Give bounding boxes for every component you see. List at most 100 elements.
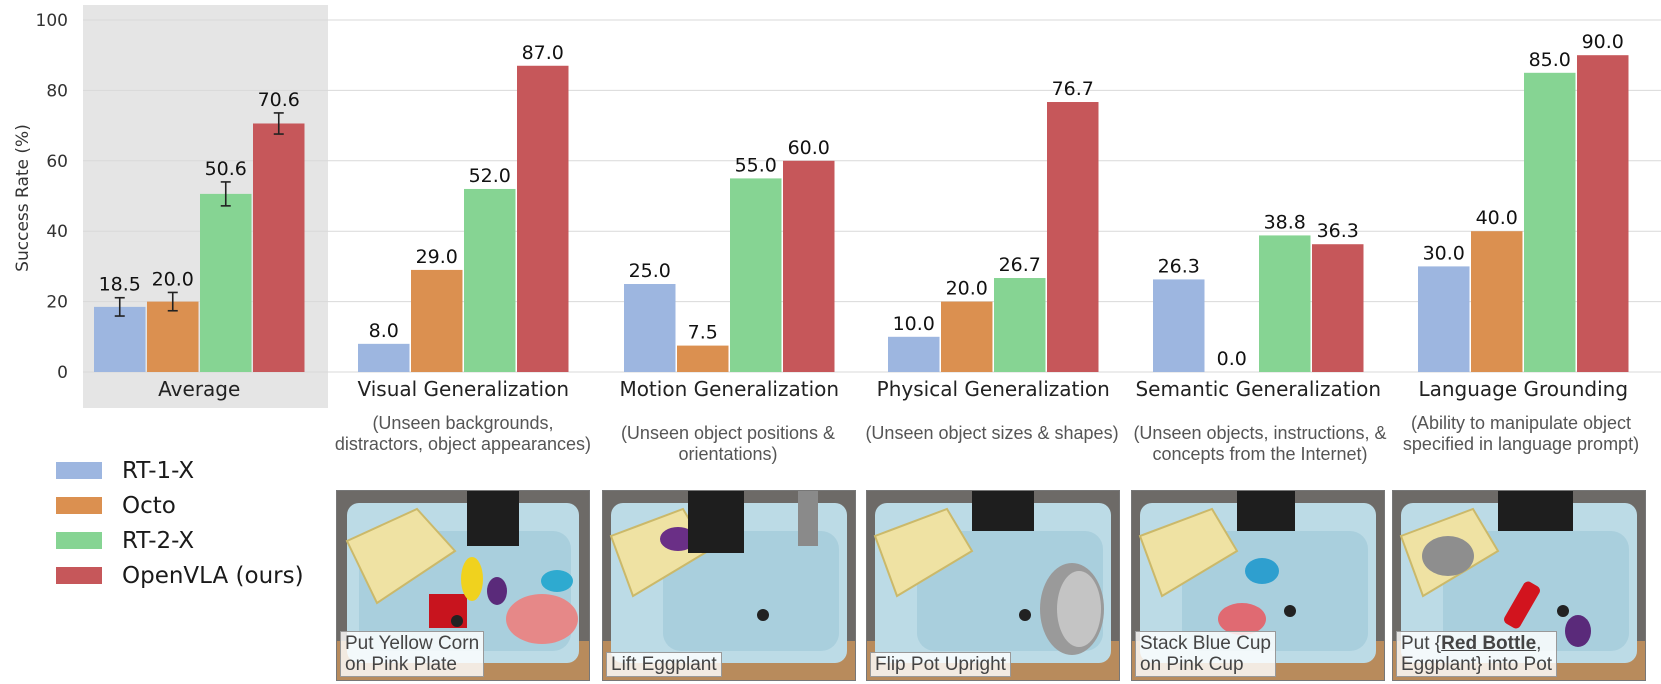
bar [200, 193, 252, 372]
y-axis-label: Success Rate (%) [13, 124, 33, 272]
data-label: 87.0 [522, 42, 564, 64]
caption-line2: on Pink Plate [345, 654, 457, 675]
caption-line1: Stack Blue Cup [1140, 633, 1271, 654]
legend-swatch-octo [56, 497, 102, 514]
task-photo-corn: Put Yellow Corn on Pink Plate [336, 490, 590, 681]
x-tick-label: Motion Generalization [619, 377, 839, 401]
bar [994, 278, 1046, 372]
task-caption-cup: Stack Blue Cup on Pink Cup [1135, 631, 1276, 677]
bar [1524, 72, 1576, 373]
data-label: 38.8 [1264, 211, 1306, 233]
y-tick-label: 0 [57, 363, 68, 383]
subtitle-language: (Ability to manipulate object specified … [1402, 413, 1640, 454]
task-photo-bottle: Put {Red Bottle, Eggplant} into Pot [1392, 490, 1646, 681]
legend-item-octo: Octo [56, 488, 304, 523]
x-tick-label: Semantic Generalization [1135, 377, 1381, 401]
task-caption-bottle: Put {Red Bottle, Eggplant} into Pot [1396, 631, 1558, 677]
caption-line2: Eggplant} into Pot [1401, 654, 1553, 675]
bar [1259, 235, 1311, 372]
bar [1471, 231, 1523, 372]
caption-line1: Lift Eggplant [611, 654, 717, 675]
x-tick-label: Visual Generalization [357, 377, 569, 401]
data-label: 7.5 [688, 322, 718, 344]
data-label: 0.0 [1217, 348, 1247, 370]
bar [1047, 102, 1099, 373]
subtitle-physical: (Unseen object sizes & shapes) [865, 423, 1119, 443]
y-axis: 0 20 40 60 80 100 [36, 11, 68, 383]
legend-swatch-openvla [56, 567, 102, 584]
bar [253, 123, 305, 372]
value-labels: 18.5 20.0 50.6 70.6 8.0 29.0 52.0 87.0 25.0 7.5 55… [99, 31, 1624, 370]
data-label: 85.0 [1529, 49, 1571, 71]
bar [888, 336, 940, 372]
data-label: 52.0 [469, 165, 511, 187]
data-label: 76.7 [1052, 78, 1094, 100]
data-label: 18.5 [99, 274, 141, 296]
caption-line2: on Pink Cup [1140, 654, 1244, 675]
legend-label-octo: Octo [122, 492, 176, 519]
bar [1153, 279, 1205, 372]
data-label: 36.3 [1317, 220, 1359, 242]
data-label: 26.7 [999, 254, 1041, 276]
data-label: 26.3 [1158, 255, 1200, 277]
y-tick-label: 80 [46, 81, 68, 101]
data-label: 90.0 [1582, 31, 1624, 53]
caption-line1: Put Yellow Corn [345, 633, 480, 654]
bar [147, 301, 199, 372]
caption-bold: Red Bottle [1441, 633, 1537, 654]
data-label: 30.0 [1423, 242, 1465, 264]
x-tick-label: Language Grounding [1418, 377, 1628, 401]
legend-item-rt2x: RT-2-X [56, 523, 304, 558]
x-tick-label: Physical Generalization [877, 377, 1110, 401]
sink-scene [603, 491, 855, 680]
grid [83, 19, 1661, 373]
caption-line1: Flip Pot Upright [875, 654, 1006, 675]
task-caption-pot: Flip Pot Upright [870, 652, 1011, 677]
bar [941, 301, 993, 372]
x-tick-label: Average [158, 377, 240, 401]
legend-label-openvla: OpenVLA (ours) [122, 562, 304, 589]
y-tick-label: 100 [36, 11, 68, 31]
task-caption-eggplant: Lift Eggplant [606, 652, 722, 677]
y-tick-label: 20 [46, 293, 68, 313]
bars [94, 55, 1629, 373]
legend-item-openvla: OpenVLA (ours) [56, 558, 304, 593]
bar-chart: 18.5 20.0 50.6 70.6 8.0 29.0 52.0 87.0 25.0 7.5 55… [13, 5, 1661, 408]
legend-label-rt2x: RT-2-X [122, 527, 195, 554]
bar [730, 178, 782, 372]
subtitle-visual: (Unseen backgrounds, distractors, object… [334, 413, 592, 454]
legend-item-rt1x: RT-1-X [56, 453, 304, 488]
bar [517, 65, 569, 372]
subtitle-semantic: (Unseen objects, instructions, & concept… [1133, 423, 1387, 464]
bar [1577, 55, 1629, 372]
bar [1418, 266, 1470, 372]
data-label: 29.0 [416, 246, 458, 268]
legend-label-rt1x: RT-1-X [122, 457, 195, 484]
task-caption-corn: Put Yellow Corn on Pink Plate [340, 631, 485, 677]
bar [358, 343, 410, 372]
bar [464, 188, 516, 372]
bar [677, 345, 729, 372]
bar [783, 160, 835, 372]
data-label: 20.0 [946, 278, 988, 300]
bar [411, 269, 463, 372]
sink-scene [867, 491, 1119, 680]
data-label: 10.0 [893, 313, 935, 335]
caption-pre: Put { [1401, 633, 1442, 654]
task-photo-eggplant: Lift Eggplant [602, 490, 856, 681]
data-label: 25.0 [629, 260, 671, 282]
y-tick-label: 40 [46, 222, 68, 242]
caption-post: , [1536, 633, 1542, 654]
legend: RT-1-X Octo RT-2-X OpenVLA (ours) [56, 453, 304, 593]
data-label: 70.6 [258, 89, 300, 111]
task-photo-cup: Stack Blue Cup on Pink Cup [1131, 490, 1385, 681]
y-tick-label: 60 [46, 152, 68, 172]
task-photo-pot: Flip Pot Upright [866, 490, 1120, 681]
data-label: 20.0 [152, 268, 194, 290]
bar [1312, 244, 1364, 372]
legend-swatch-rt2x [56, 532, 102, 549]
x-axis: Average Visual Generalization Motion Gener… [158, 377, 1628, 401]
data-label: 8.0 [369, 320, 399, 342]
bar [94, 306, 146, 372]
data-label: 40.0 [1476, 207, 1518, 229]
